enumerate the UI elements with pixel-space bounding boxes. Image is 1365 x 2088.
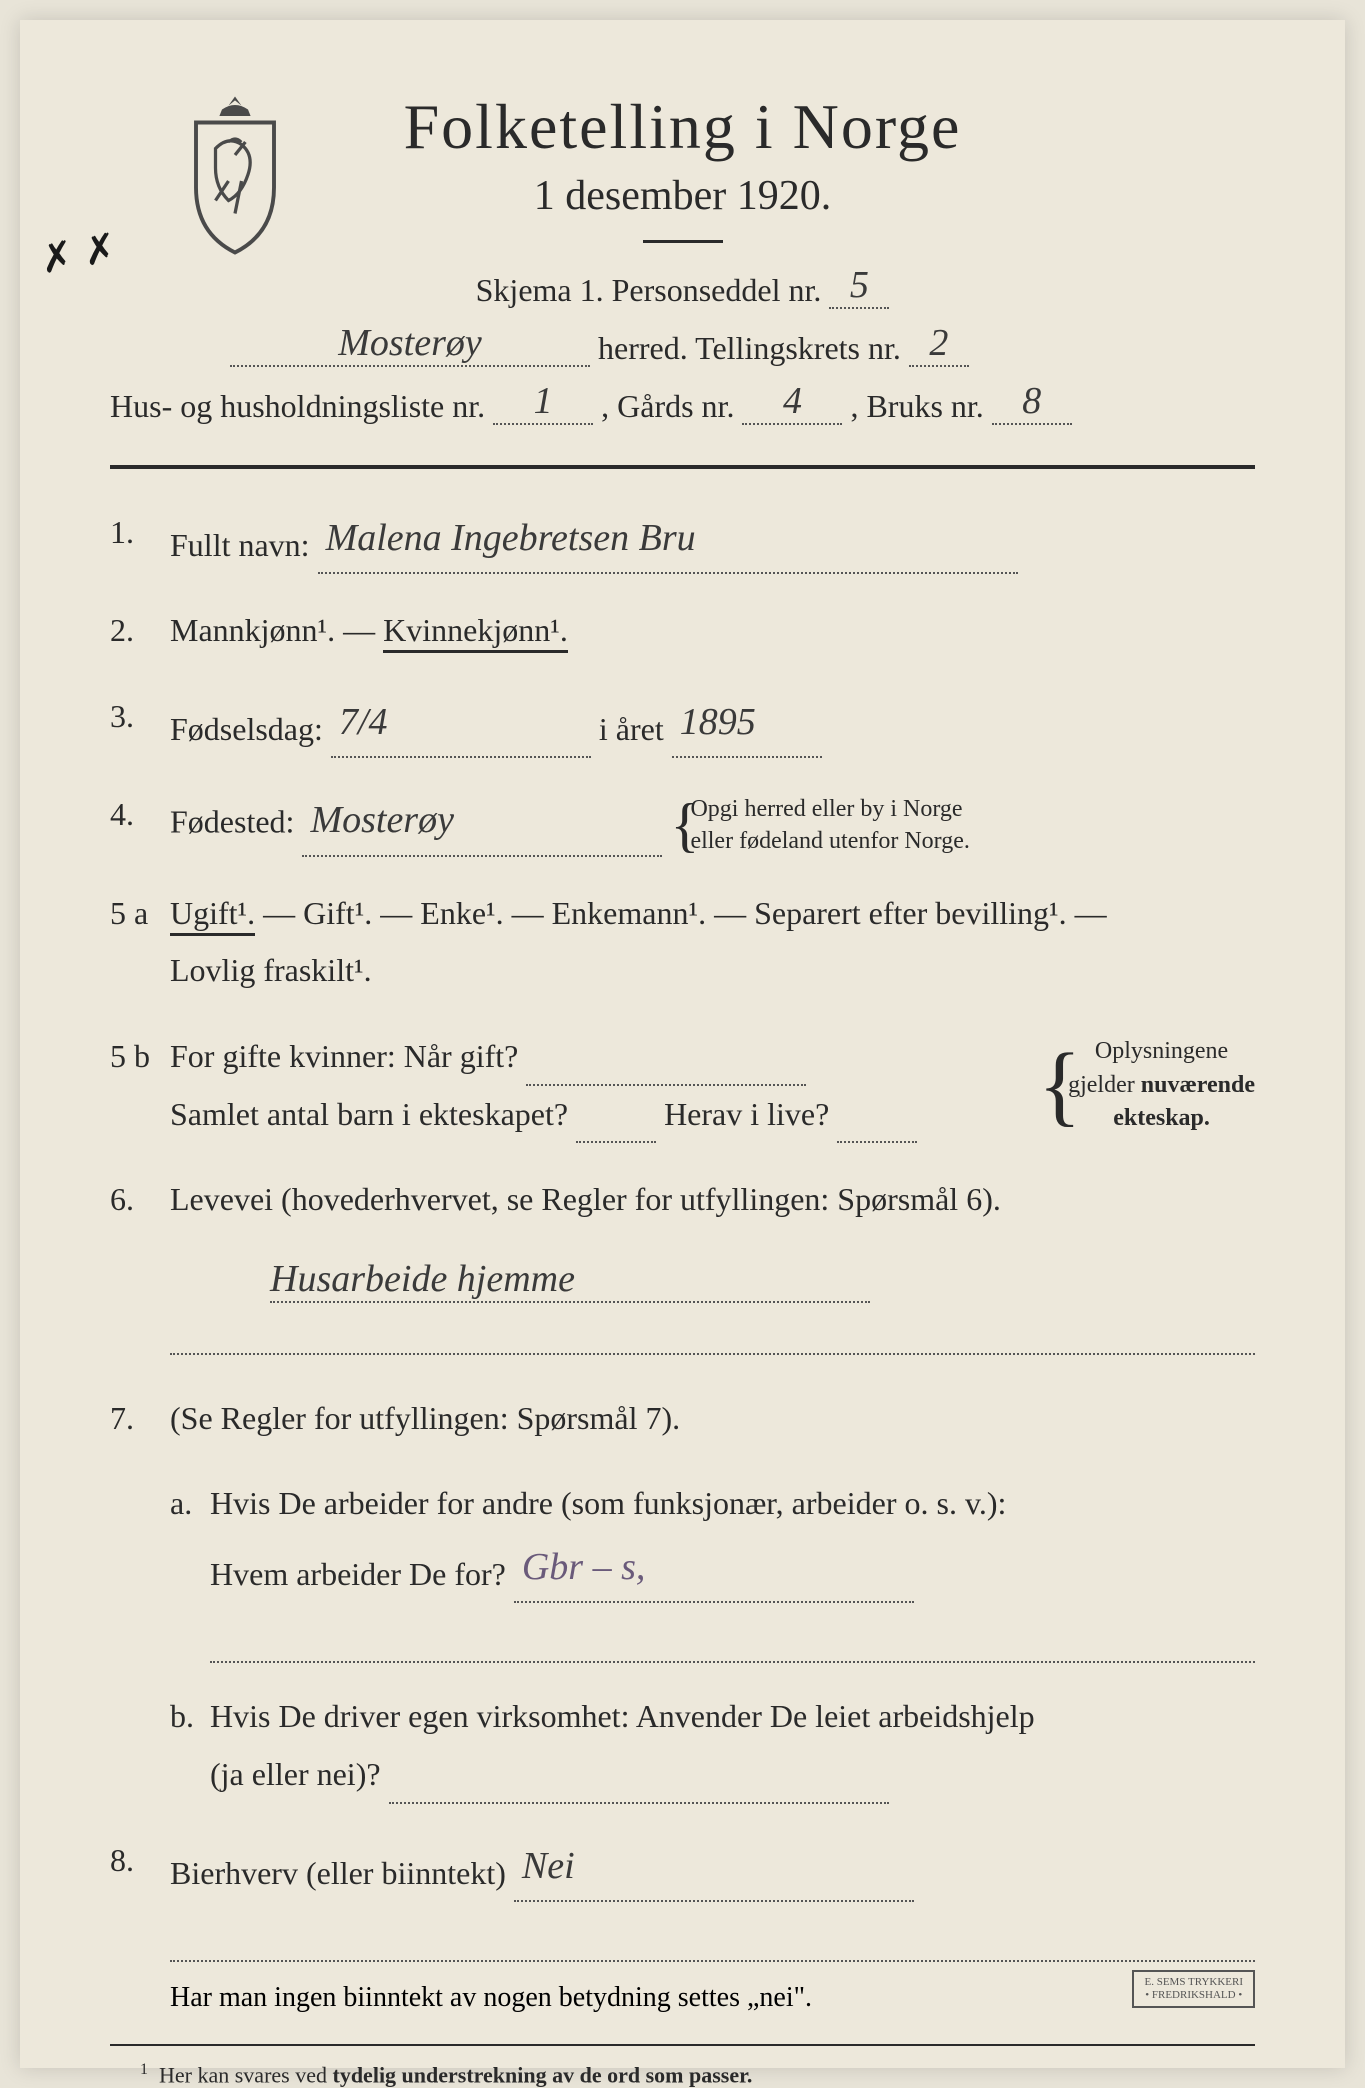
q5b-note: Oplysningene gjelder nuværende ekteskap. xyxy=(1043,1035,1255,1136)
q3-year: 1895 xyxy=(672,688,822,758)
question-2: 2. Mannkjønn¹. — Kvinnekjønn¹. xyxy=(110,602,1255,660)
footnote-text: Her kan svares ved tydelig understreknin… xyxy=(159,2062,752,2087)
q5b-line2b: Herav i live? xyxy=(664,1096,829,1132)
q7b-text: Hvis De driver egen virksomhet: Anvender… xyxy=(210,1698,1035,1734)
crest-svg xyxy=(170,90,300,259)
q5b-line1: For gifte kvinner: Når gift? xyxy=(170,1038,518,1074)
q1-number: 1. xyxy=(110,504,134,562)
q8-blank-line xyxy=(170,1930,1255,1962)
q6-answer-line: Husarbeide hjemme xyxy=(110,1257,1255,1303)
q8-number: 8. xyxy=(110,1832,134,1890)
husliste-nr: 1 xyxy=(493,379,593,425)
q4-note-line1: Opgi herred eller by i Norge xyxy=(690,796,962,822)
header-section: Folketelling i Norge 1 desember 1920. Sk… xyxy=(110,90,1255,425)
biinntekt-note: Har man ingen biinntekt av nogen betydni… xyxy=(110,1982,1255,2014)
question-7: 7. (Se Regler for utfyllingen: Spørsmål … xyxy=(110,1390,1255,1448)
q5b-number: 5 b xyxy=(110,1028,150,1086)
norwegian-coat-of-arms-icon xyxy=(170,90,300,250)
q7b-letter: b. xyxy=(170,1688,194,1746)
ink-blot-mark: ✗ ✗ xyxy=(37,224,121,284)
q6-blank-line xyxy=(170,1323,1255,1355)
footnote-rule xyxy=(110,2044,1255,2046)
q4-value: Mosterøy xyxy=(302,786,662,856)
gards-nr: 4 xyxy=(742,379,842,425)
q2-selected: Kvinnekjønn¹. xyxy=(383,612,568,653)
bruks-label: , Bruks nr. xyxy=(850,388,983,424)
personseddel-nr: 5 xyxy=(829,263,889,309)
footnote: 1 Her kan svares ved tydelig understrekn… xyxy=(110,2061,1255,2088)
q5b-barn-field xyxy=(576,1141,656,1143)
q4-number: 4. xyxy=(110,786,134,844)
printer-stamp: E. SEMS TRYKKERI • FREDRIKSHALD • xyxy=(1132,1970,1255,2008)
q5b-note2: gjelder nuværende xyxy=(1068,1072,1255,1098)
q3-day: 7/4 xyxy=(331,688,591,758)
q1-value: Malena Ingebretsen Bru xyxy=(318,504,1018,574)
q7-number: 7. xyxy=(110,1390,134,1448)
q8-value: Nei xyxy=(514,1832,914,1902)
tellingskrets-nr: 2 xyxy=(909,321,969,367)
question-7b: b. Hvis De driver egen virksomhet: Anven… xyxy=(110,1688,1255,1803)
bruks-nr: 8 xyxy=(992,379,1072,425)
q7b-field xyxy=(389,1802,889,1804)
q4-note: Opgi herred eller by i Norge eller fødel… xyxy=(670,794,969,856)
q6-label: Levevei (hovederhvervet, se Regler for u… xyxy=(170,1181,1001,1217)
herred-row: Mosterøy herred. Tellingskrets nr. 2 xyxy=(110,321,1255,367)
q2-text: Mannkjønn¹. — xyxy=(170,612,383,648)
header-rule xyxy=(110,465,1255,469)
question-7a: a. Hvis De arbeider for andre (som funks… xyxy=(110,1475,1255,1603)
q3-number: 3. xyxy=(110,688,134,746)
q4-note-line2: eller fødeland utenfor Norge. xyxy=(690,828,969,854)
q5a-number: 5 a xyxy=(110,885,148,943)
q2-number: 2. xyxy=(110,602,134,660)
q4-label: Fødested: xyxy=(170,804,294,840)
skjema-label: Skjema 1. Personseddel nr. xyxy=(476,272,822,308)
q7a-blank-line xyxy=(210,1631,1255,1663)
q6-number: 6. xyxy=(110,1171,134,1229)
herred-value: Mosterøy xyxy=(230,321,590,367)
skjema-row: Skjema 1. Personseddel nr. 5 xyxy=(110,263,1255,309)
stamp-line1: E. SEMS TRYKKERI xyxy=(1144,1976,1243,1988)
q5a-rest: — Gift¹. — Enke¹. — Enkemann¹. — Separer… xyxy=(263,895,1107,931)
q7a-text: Hvis De arbeider for andre (som funksjon… xyxy=(210,1485,1006,1521)
q5a-line2: Lovlig fraskilt¹. xyxy=(170,952,372,988)
question-4: 4. Fødested: Mosterøy Opgi herred eller … xyxy=(110,786,1255,856)
title-divider xyxy=(643,240,723,243)
stamp-line2: • FREDRIKSHALD • xyxy=(1145,1989,1242,2001)
question-1: 1. Fullt navn: Malena Ingebretsen Bru xyxy=(110,504,1255,574)
herred-label: herred. Tellingskrets nr. xyxy=(598,330,901,366)
husliste-row: Hus- og husholdningsliste nr. 1 , Gårds … xyxy=(110,379,1255,425)
question-3: 3. Fødselsdag: 7/4 i året 1895 xyxy=(110,688,1255,758)
q3-label: Fødselsdag: xyxy=(170,711,323,747)
q7a-value: Gbr – s, xyxy=(514,1533,914,1603)
footnote-marker: 1 xyxy=(140,2061,148,2078)
q1-label: Fullt navn: xyxy=(170,527,310,563)
q7-label: (Se Regler for utfyllingen: Spørsmål 7). xyxy=(170,1400,680,1436)
gards-label: , Gårds nr. xyxy=(601,388,734,424)
q5b-left: For gifte kvinner: Når gift? Samlet anta… xyxy=(170,1028,1043,1143)
census-form-page: ✗ ✗ Folketelling i Norge 1 desember 1920… xyxy=(20,20,1345,2068)
q5a-selected: Ugift¹. xyxy=(170,895,255,936)
q7b-q: (ja eller nei)? xyxy=(210,1756,381,1792)
q8-label: Bierhverv (eller biinntekt) xyxy=(170,1854,506,1890)
q7a-q: Hvem arbeider De for? xyxy=(210,1556,506,1592)
q7a-letter: a. xyxy=(170,1475,192,1533)
question-8: 8. Bierhverv (eller biinntekt) Nei xyxy=(110,1832,1255,1902)
q5b-note3: ekteskap. xyxy=(1113,1105,1210,1131)
q5b-gift-field xyxy=(526,1084,806,1086)
question-5a: 5 a Ugift¹. — Gift¹. — Enke¹. — Enkemann… xyxy=(110,885,1255,1000)
q5b-note1: Oplysningene xyxy=(1095,1038,1228,1064)
question-5b: 5 b For gifte kvinner: Når gift? Samlet … xyxy=(110,1028,1255,1143)
q5b-live-field xyxy=(837,1141,917,1143)
husliste-label: Hus- og husholdningsliste nr. xyxy=(110,388,485,424)
q3-year-label: i året xyxy=(599,711,664,747)
q6-value: Husarbeide hjemme xyxy=(270,1257,870,1303)
q5b-line2a: Samlet antal barn i ekteskapet? xyxy=(170,1096,568,1132)
question-6: 6. Levevei (hovederhvervet, se Regler fo… xyxy=(110,1171,1255,1229)
